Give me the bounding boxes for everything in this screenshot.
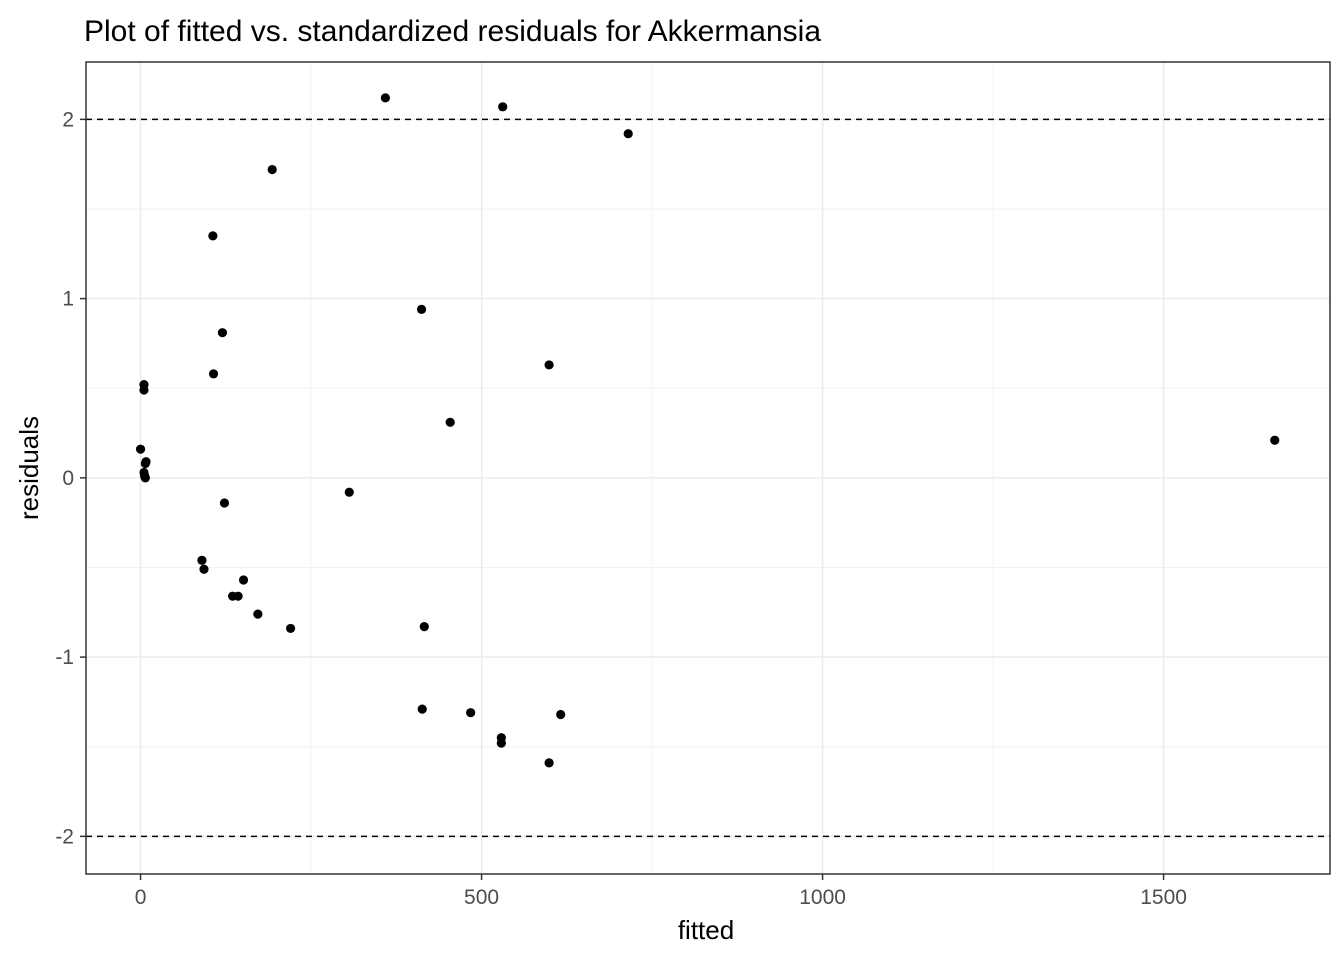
data-point [556, 709, 566, 720]
y-tick-label: -2 [55, 825, 74, 848]
y-axis-label: residuals [14, 416, 44, 520]
x-axis: 0 500 1000 1500 [135, 874, 1187, 909]
data-point [286, 623, 296, 634]
data-point [199, 564, 209, 574]
data-point [208, 231, 218, 241]
x-tick-label: 0 [135, 886, 147, 909]
data-point [416, 304, 427, 314]
data-point [208, 369, 219, 379]
data-point [623, 129, 633, 139]
data-point [217, 328, 228, 338]
data-point [496, 738, 506, 748]
data-point [233, 591, 243, 601]
data-point [498, 102, 508, 112]
data-point [140, 458, 150, 469]
panel-border [85, 61, 1331, 875]
y-tick-label: 1 [62, 288, 74, 311]
data-point [238, 575, 249, 585]
data-point [1270, 435, 1280, 445]
data-point [380, 93, 391, 103]
data-point [419, 622, 429, 632]
x-tick-label: 500 [464, 886, 499, 909]
data-point [417, 704, 427, 714]
panel-background [86, 62, 1330, 874]
plot-panel [85, 61, 1331, 875]
data-point [344, 487, 354, 497]
data-point [140, 473, 150, 483]
data-point [466, 708, 476, 718]
x-tick-label: 1500 [1140, 886, 1187, 909]
data-point [544, 360, 554, 370]
data-point [267, 164, 277, 175]
y-tick-label: 2 [62, 108, 74, 131]
data-point [253, 609, 263, 619]
x-tick-label: 1000 [799, 886, 846, 909]
data-point [197, 555, 207, 565]
x-axis-label: fitted [678, 915, 734, 945]
data-point [135, 444, 146, 454]
data-point [139, 385, 149, 395]
y-tick-label: 0 [62, 467, 74, 490]
chart-title: Plot of fitted vs. standardized residual… [84, 15, 821, 48]
y-tick-label: -1 [55, 646, 74, 669]
data-point [445, 417, 455, 427]
data-point [219, 498, 230, 508]
data-point [544, 758, 554, 768]
y-axis: -2 -1 0 1 2 [55, 108, 86, 848]
